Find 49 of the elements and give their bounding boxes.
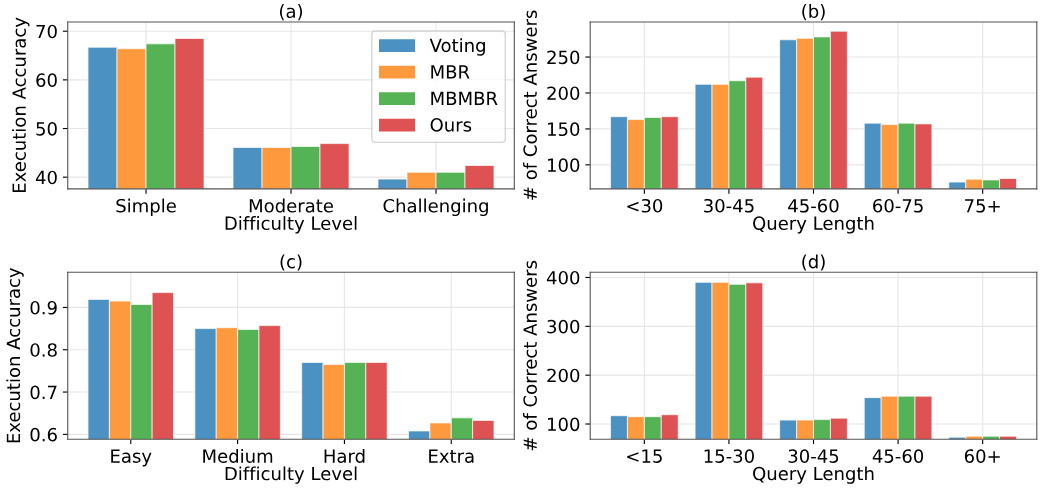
y-tick-label: 250 [547,50,580,65]
y-axis-title: Execution Accuracy [6,267,24,443]
chart-title: (b) [802,4,825,21]
x-tick-label: <30 [627,198,663,213]
x-tick-label: 60-75 [873,198,923,213]
x-tick-label: Challenging [383,198,488,217]
x-tick-label: Extra [429,449,474,463]
x-axis-title: Query Length [753,466,874,484]
y-tick-label: 70 [36,24,57,39]
legend-label: Voting [429,38,485,56]
y-axis-title: # of Correct Answers [523,260,537,451]
x-axis-title: Difficulty Level [225,466,357,484]
legend-label: MBR [431,65,470,79]
x-tick-label: Medium [203,448,273,463]
y-tick-label: 100 [548,417,580,432]
x-axis-title: Query Length [753,216,874,234]
x-tick-label: Easy [111,449,152,467]
chart-title: (a) [279,4,303,21]
x-tick-label: Moderate [249,198,333,213]
y-tick-label: 100 [548,158,580,172]
y-tick-label: 200 [547,368,580,383]
y-tick-label: 200 [547,86,580,101]
x-tick-label: 60+ [964,449,1000,463]
y-axis-title: # of Correct Answers [523,10,537,200]
chart-title: (d) [802,254,825,271]
y-tick-label: 400 [546,270,580,285]
y-tick-label: 300 [547,319,580,334]
x-tick-label: Hard [324,448,365,463]
chart-title: (c) [280,254,302,271]
y-tick-label: 0.9 [30,300,57,315]
x-tick-label: Simple [116,198,176,217]
x-tick-label: 45-60 [872,449,924,463]
x-tick-label: 15-30 [704,449,754,463]
x-tick-label: 30-45 [704,198,754,213]
x-tick-label: 45-60 [788,198,839,213]
x-tick-label: 75+ [965,199,1000,213]
y-tick-label: 0.8 [30,343,57,357]
y-tick-label: 50 [36,121,57,136]
y-axis-title: Execution Accuracy [12,17,30,193]
x-tick-label: 30-45 [788,449,839,463]
y-tick-label: 60 [36,73,57,87]
x-tick-label: <15 [627,449,662,463]
y-tick-label: 40 [35,170,57,185]
x-axis-title: Difficulty Level [225,216,357,234]
legend-label: Ours [430,118,472,132]
y-tick-label: 0.6 [30,427,57,442]
legend-label: MBMBR [431,91,498,105]
y-tick-label: 150 [548,122,580,137]
y-tick-label: 0.7 [30,385,57,400]
